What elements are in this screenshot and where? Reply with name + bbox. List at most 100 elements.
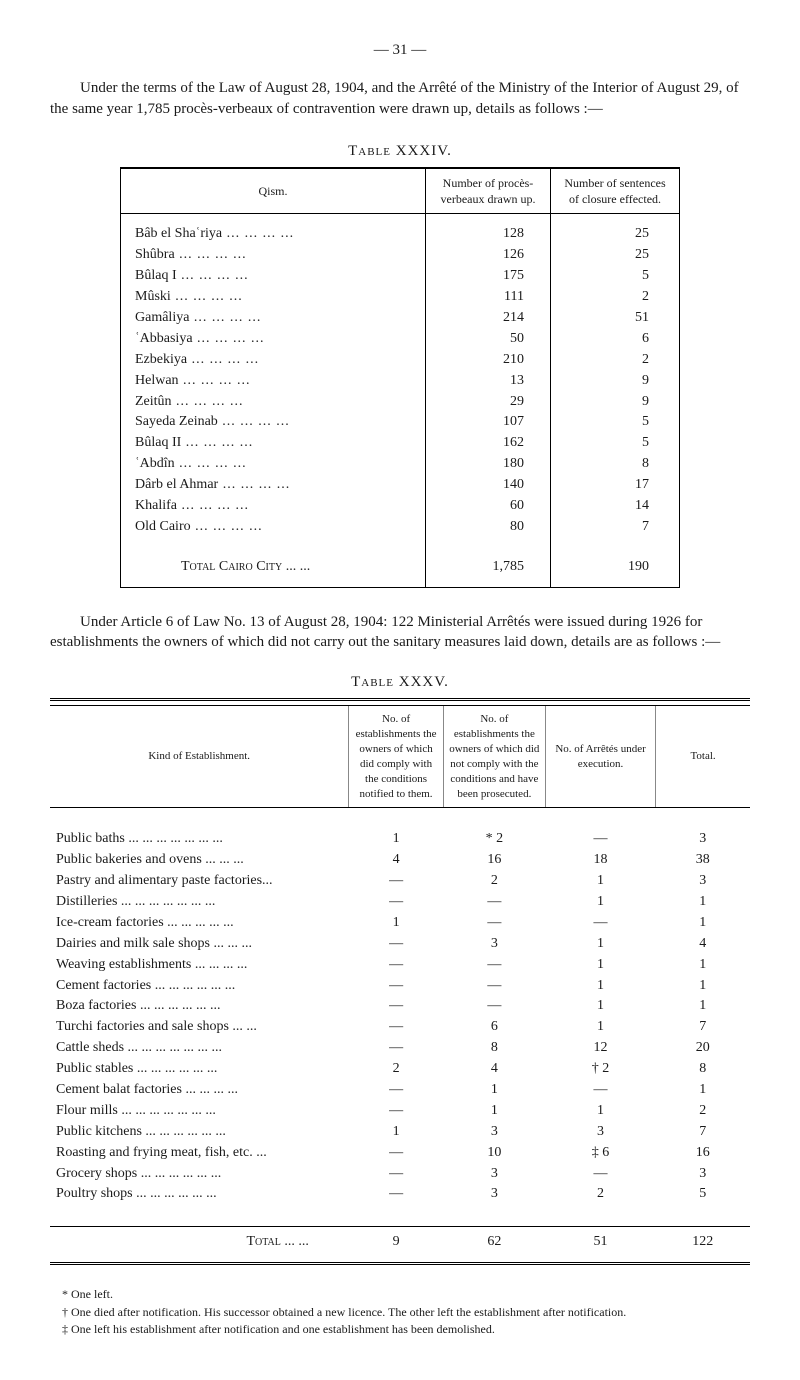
closures-cell: 14 xyxy=(551,496,680,517)
kind-cell: Distilleries ... ... ... ... ... ... ... xyxy=(50,892,349,913)
col3-cell: † 2 xyxy=(545,1059,655,1080)
kind-cell: Boza factories ... ... ... ... ... ... xyxy=(50,996,349,1017)
table-row: Boza factories ... ... ... ... ... ...——… xyxy=(50,996,750,1017)
t34-header-qism: Qism. xyxy=(121,168,426,214)
col2-cell: 3 xyxy=(443,934,545,955)
closures-cell: 2 xyxy=(551,350,680,371)
col3-cell: — xyxy=(545,913,655,934)
table-row: Mûski1112 xyxy=(121,287,680,308)
qism-cell: Dârb el Ahmar xyxy=(121,475,426,496)
pv-cell: 80 xyxy=(426,517,551,538)
kind-cell: Cattle sheds ... ... ... ... ... ... ... xyxy=(50,1038,349,1059)
double-rule xyxy=(50,698,750,701)
table-row: Poultry shops ... ... ... ... ... ...—32… xyxy=(50,1184,750,1205)
table-row: Khalifa6014 xyxy=(121,496,680,517)
table-34-caption: Table XXXIV. xyxy=(50,141,750,161)
col1-cell: — xyxy=(349,996,443,1017)
qism-cell: Zeitûn xyxy=(121,392,426,413)
total-cell: 8 xyxy=(656,1059,750,1080)
col3-cell: 1 xyxy=(545,996,655,1017)
closures-cell: 17 xyxy=(551,475,680,496)
total-tot: 122 xyxy=(656,1227,750,1258)
col2-cell: — xyxy=(443,996,545,1017)
qism-cell: Bûlaq I xyxy=(121,266,426,287)
table-35-total-row: Total ... ...96251122 xyxy=(50,1227,750,1258)
total-cell: 1 xyxy=(656,892,750,913)
table-row: Bûlaq I1755 xyxy=(121,266,680,287)
qism-cell: Old Cairo xyxy=(121,517,426,538)
total-cell: 16 xyxy=(656,1143,750,1164)
col3-cell: — xyxy=(545,1080,655,1101)
total-cell: 1 xyxy=(656,955,750,976)
col1-cell: 1 xyxy=(349,913,443,934)
table-row: Public bakeries and ovens ... ... ...416… xyxy=(50,850,750,871)
col2-cell: — xyxy=(443,892,545,913)
total-c1: 9 xyxy=(349,1227,443,1258)
closures-cell: 51 xyxy=(551,308,680,329)
footnotes: * One left. † One died after notificatio… xyxy=(50,1287,750,1338)
col1-cell: — xyxy=(349,955,443,976)
t34-header-closures: Number of sentences of closure effected. xyxy=(551,168,680,214)
total-pv: 1,785 xyxy=(426,548,551,587)
pv-cell: 162 xyxy=(426,433,551,454)
table-row: Flour mills ... ... ... ... ... ... ...—… xyxy=(50,1101,750,1122)
closures-cell: 7 xyxy=(551,517,680,538)
table-row: Cattle sheds ... ... ... ... ... ... ...… xyxy=(50,1038,750,1059)
table-row: Old Cairo807 xyxy=(121,517,680,538)
total-closures: 190 xyxy=(551,548,680,587)
total-cell: 38 xyxy=(656,850,750,871)
closures-cell: 25 xyxy=(551,224,680,245)
pv-cell: 128 xyxy=(426,224,551,245)
col3-cell: 1 xyxy=(545,1017,655,1038)
col3-cell: ‡ 6 xyxy=(545,1143,655,1164)
footnote-dagger: † One died after notification. His succe… xyxy=(50,1305,750,1321)
table-row: Sayeda Zeinab1075 xyxy=(121,412,680,433)
col2-cell: 10 xyxy=(443,1143,545,1164)
closures-cell: 5 xyxy=(551,266,680,287)
total-cell: 2 xyxy=(656,1101,750,1122)
closures-cell: 9 xyxy=(551,392,680,413)
total-cell: 1 xyxy=(656,996,750,1017)
pv-cell: 60 xyxy=(426,496,551,517)
col1-cell: 1 xyxy=(349,829,443,850)
kind-cell: Ice-cream factories ... ... ... ... ... xyxy=(50,913,349,934)
col1-cell: — xyxy=(349,976,443,997)
pv-cell: 140 xyxy=(426,475,551,496)
kind-cell: Cement factories ... ... ... ... ... ... xyxy=(50,976,349,997)
table-row: Cement factories ... ... ... ... ... ...… xyxy=(50,976,750,997)
closures-cell: 5 xyxy=(551,412,680,433)
kind-cell: Public baths ... ... ... ... ... ... ... xyxy=(50,829,349,850)
intro-paragraph-1: Under the terms of the Law of August 28,… xyxy=(50,78,750,119)
qism-cell: Sayeda Zeinab xyxy=(121,412,426,433)
closures-cell: 2 xyxy=(551,287,680,308)
table-row: Public stables ... ... ... ... ... ...24… xyxy=(50,1059,750,1080)
qism-cell: Gamâliya xyxy=(121,308,426,329)
col2-cell: 2 xyxy=(443,871,545,892)
col1-cell: — xyxy=(349,1101,443,1122)
table-row: Bûlaq II1625 xyxy=(121,433,680,454)
qism-cell: ʿAbbasiya xyxy=(121,329,426,350)
total-cell: 5 xyxy=(656,1184,750,1205)
t34-header-pv: Number of procès-verbeaux drawn up. xyxy=(426,168,551,214)
col2-cell: 3 xyxy=(443,1164,545,1185)
col2-cell: 3 xyxy=(443,1184,545,1205)
t35-header-col1: No. of establishments the owners of whic… xyxy=(349,706,443,808)
t35-header-col2: No. of establishments the owners of whic… xyxy=(443,706,545,808)
footnote-ddagger: ‡ One left his establishment after notif… xyxy=(50,1322,750,1338)
table-row: Grocery shops ... ... ... ... ... ...—3—… xyxy=(50,1164,750,1185)
col2-cell: — xyxy=(443,955,545,976)
table-34-total-row: Total Cairo City ... ...1,785190 xyxy=(121,548,680,587)
pv-cell: 180 xyxy=(426,454,551,475)
table-35: Kind of Establishment. No. of establishm… xyxy=(50,705,750,1258)
kind-cell: Grocery shops ... ... ... ... ... ... xyxy=(50,1164,349,1185)
kind-cell: Flour mills ... ... ... ... ... ... ... xyxy=(50,1101,349,1122)
table-row: Helwan139 xyxy=(121,371,680,392)
col1-cell: 4 xyxy=(349,850,443,871)
closures-cell: 9 xyxy=(551,371,680,392)
t35-header-kind: Kind of Establishment. xyxy=(50,706,349,808)
total-cell: 3 xyxy=(656,829,750,850)
col1-cell: — xyxy=(349,1184,443,1205)
page-number: — 31 — xyxy=(50,40,750,60)
col1-cell: — xyxy=(349,1038,443,1059)
col2-cell: 4 xyxy=(443,1059,545,1080)
